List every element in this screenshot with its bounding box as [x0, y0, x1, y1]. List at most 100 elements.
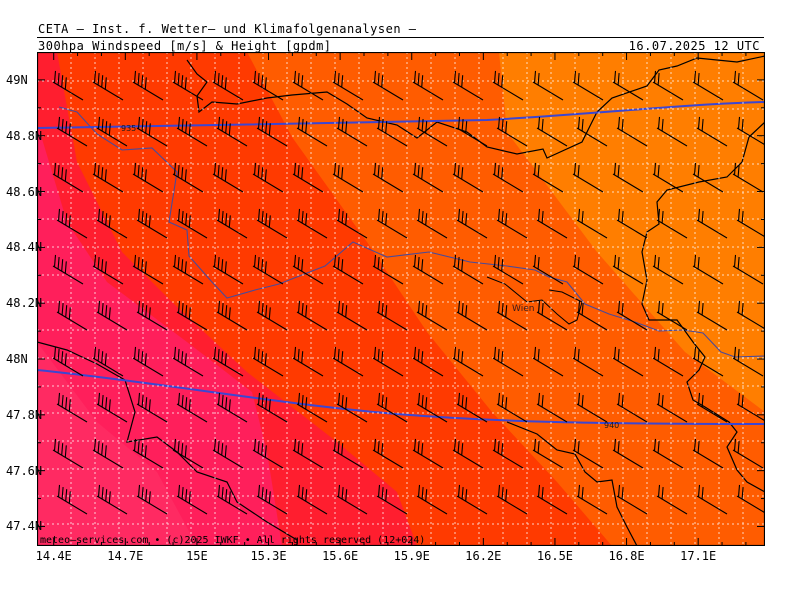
- wind-barb: [132, 70, 164, 101]
- wind-barb: [532, 346, 564, 377]
- wind-barb: [492, 254, 524, 285]
- wind-barb: [416, 208, 448, 239]
- wind-barb: [296, 392, 328, 423]
- wind-barb: [136, 116, 168, 147]
- x-tick-label: 15E: [186, 549, 208, 563]
- wind-barb: [292, 346, 324, 377]
- wind-barb: [336, 392, 368, 423]
- x-tick-label: 15.9E: [393, 549, 430, 563]
- wind-barb: [576, 484, 608, 515]
- wind-barb: [332, 438, 364, 469]
- wind-barb: [616, 484, 648, 515]
- wind-barb: [296, 208, 328, 239]
- wind-barb: [732, 346, 764, 377]
- wind-barb: [216, 484, 248, 515]
- x-tick-label: 17.1E: [680, 549, 717, 563]
- shading-band-0: [37, 342, 197, 546]
- wind-barb: [252, 254, 284, 285]
- wind-barb: [416, 116, 448, 147]
- wind-barb: [132, 162, 164, 193]
- wind-barb: [372, 254, 404, 285]
- wind-barb: [176, 208, 208, 239]
- wind-barb: [332, 70, 364, 101]
- y-tick-label: 48.4N: [6, 240, 43, 255]
- wind-barb: [536, 116, 568, 147]
- lat-lon-grid: [37, 52, 765, 546]
- wind-barb: [136, 300, 168, 331]
- wind-barb: [252, 346, 284, 377]
- wind-barb: [292, 254, 324, 285]
- x-tick-label: 16.2E: [465, 549, 502, 563]
- wind-barb: [332, 254, 364, 285]
- wind-barb: [372, 346, 404, 377]
- wind-barb: [696, 116, 728, 147]
- wind-barb: [696, 208, 728, 239]
- wind-barb: [56, 116, 88, 147]
- wind-barb: [52, 346, 84, 377]
- wind-barb: [656, 300, 688, 331]
- wind-barb: [572, 162, 604, 193]
- x-tick-label: 15.6E: [322, 549, 359, 563]
- wind-barb: [576, 116, 608, 147]
- vienna-boundary: [486, 276, 583, 325]
- wind-barb: [736, 116, 765, 146]
- border-line-east: [641, 121, 765, 493]
- wind-barb: [96, 116, 128, 147]
- wind-barb: [692, 438, 724, 469]
- wind-barb: [176, 116, 208, 147]
- wind-barb: [692, 254, 724, 285]
- wind-barb: [452, 346, 484, 377]
- header-title: CETA – Inst. f. Wetter– und Klimafolgena…: [38, 22, 417, 36]
- wind-barb: [532, 438, 564, 469]
- wind-barb: [372, 162, 404, 193]
- wind-barb: [536, 300, 568, 331]
- weather-map: 935 940 Wien meteo–services.com • (c)202…: [37, 52, 765, 546]
- wind-barb: [136, 392, 168, 423]
- wind-barb: [532, 162, 564, 193]
- y-tick-label: 47.8N: [6, 407, 43, 422]
- wind-barb: [416, 392, 448, 423]
- wind-barb: [56, 392, 88, 423]
- wind-barb: [372, 70, 404, 101]
- wind-barb: [736, 392, 765, 422]
- wind-barb: [412, 254, 444, 285]
- wind-barb: [572, 346, 604, 377]
- wind-barb: [696, 484, 728, 515]
- x-tick-label: 14.4E: [35, 549, 72, 563]
- wind-barb: [732, 254, 764, 285]
- wind-barb: [612, 438, 644, 469]
- wind-barb: [92, 70, 124, 101]
- wind-barb: [492, 70, 524, 101]
- wind-barb: [52, 162, 84, 193]
- wind-barb: [216, 300, 248, 331]
- wind-barb: [296, 484, 328, 515]
- wind-barb: [256, 116, 288, 147]
- header-rule-top: [37, 37, 764, 38]
- wind-barb: [296, 116, 328, 147]
- wind-barb: [376, 392, 408, 423]
- wind-barb: [652, 162, 684, 193]
- wind-barb: [136, 208, 168, 239]
- border-line-north: [186, 55, 765, 159]
- wind-barb: [56, 484, 88, 515]
- wind-barb: [292, 162, 324, 193]
- wind-barb: [452, 162, 484, 193]
- wind-barb: [696, 300, 728, 331]
- wind-barb: [736, 300, 765, 330]
- wind-barb: [616, 300, 648, 331]
- wind-barb: [456, 300, 488, 331]
- wind-barb: [336, 208, 368, 239]
- wind-barb: [256, 208, 288, 239]
- wind-barb: [176, 300, 208, 331]
- wind-barb: [536, 484, 568, 515]
- axis-ticks: [37, 52, 765, 546]
- wind-barb: [612, 346, 644, 377]
- wind-barb: [92, 438, 124, 469]
- wind-barb: [56, 300, 88, 331]
- y-tick-label: 47.4N: [6, 519, 43, 534]
- wind-barb: [336, 484, 368, 515]
- border-line-southwest: [37, 341, 298, 546]
- y-tick-label: 48.6N: [6, 184, 43, 199]
- wind-barb: [176, 392, 208, 423]
- wind-barb: [692, 346, 724, 377]
